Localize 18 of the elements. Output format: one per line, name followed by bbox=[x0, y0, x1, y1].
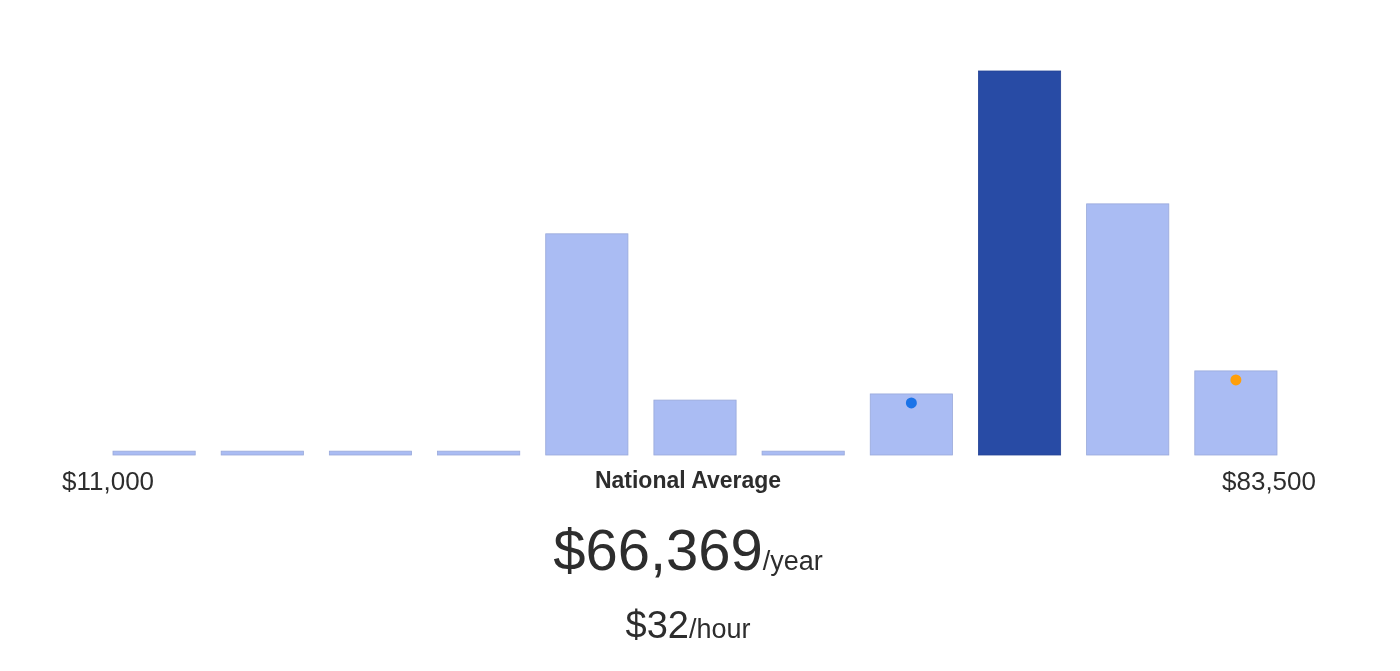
bar bbox=[545, 233, 629, 456]
text: $83,500 bbox=[1222, 466, 1316, 496]
text: $66,369 bbox=[553, 517, 763, 582]
text: /year bbox=[762, 546, 823, 576]
text: /hour bbox=[688, 614, 751, 644]
bar bbox=[761, 450, 845, 456]
bar bbox=[978, 70, 1062, 456]
bar bbox=[869, 393, 953, 456]
text: $11,000 bbox=[62, 466, 155, 496]
bar bbox=[328, 450, 412, 456]
bar bbox=[1086, 203, 1170, 456]
bar bbox=[220, 450, 304, 456]
bar bbox=[1194, 370, 1278, 456]
bar bbox=[112, 450, 196, 456]
bar bbox=[653, 399, 737, 456]
text: National Average bbox=[594, 467, 782, 493]
bar bbox=[437, 450, 521, 456]
text: $32 bbox=[625, 604, 689, 646]
